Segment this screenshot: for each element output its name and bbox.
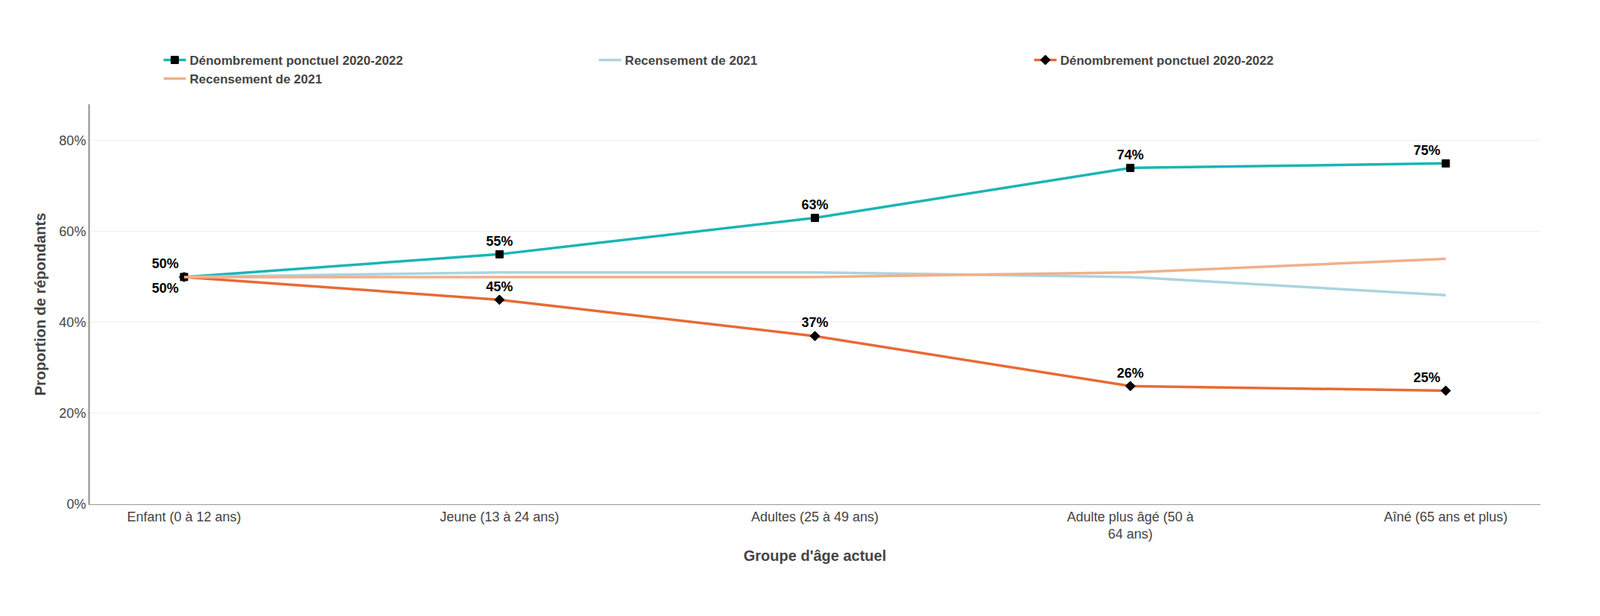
svg-text:26%: 26% bbox=[1117, 365, 1144, 381]
svg-text:50%: 50% bbox=[152, 280, 179, 296]
svg-text:80%: 80% bbox=[58, 133, 86, 149]
svg-text:25%: 25% bbox=[1413, 370, 1441, 386]
svg-text:45%: 45% bbox=[485, 279, 513, 295]
svg-text:74%: 74% bbox=[1117, 147, 1144, 163]
svg-text:Aîné (65 ans et plus): Aîné (65 ans et plus) bbox=[1383, 509, 1508, 525]
svg-text:Recensement de 2021: Recensement de 2021 bbox=[625, 53, 758, 68]
svg-text:37%: 37% bbox=[801, 315, 828, 331]
svg-text:Groupe d'âge actuel: Groupe d'âge actuel bbox=[743, 547, 887, 565]
svg-text:Dénombrement ponctuel 2020-202: Dénombrement ponctuel 2020-2022 bbox=[190, 53, 404, 68]
svg-text:63%: 63% bbox=[801, 197, 828, 213]
svg-text:Jeune (13 à 24 ans): Jeune (13 à 24 ans) bbox=[439, 509, 559, 525]
svg-text:Dénombrement ponctuel 2020-202: Dénombrement ponctuel 2020-2022 bbox=[1060, 53, 1274, 68]
svg-text:75%: 75% bbox=[1413, 143, 1441, 158]
svg-text:60%: 60% bbox=[58, 224, 86, 240]
svg-text:Proportion de répondants: Proportion de répondants bbox=[32, 213, 49, 397]
svg-text:Adulte plus âgé (50 à64 ans): Adulte plus âgé (50 à64 ans) bbox=[1067, 509, 1195, 542]
svg-text:Recensement de 2021: Recensement de 2021 bbox=[190, 72, 323, 87]
svg-text:50%: 50% bbox=[152, 256, 179, 272]
svg-text:0%: 0% bbox=[66, 497, 86, 512]
svg-text:20%: 20% bbox=[58, 406, 86, 422]
svg-text:Adultes (25 à 49 ans): Adultes (25 à 49 ans) bbox=[751, 509, 879, 525]
svg-text:55%: 55% bbox=[485, 234, 513, 249]
svg-text:Enfant (0 à 12 ans): Enfant (0 à 12 ans) bbox=[126, 509, 241, 525]
svg-text:40%: 40% bbox=[58, 315, 86, 331]
